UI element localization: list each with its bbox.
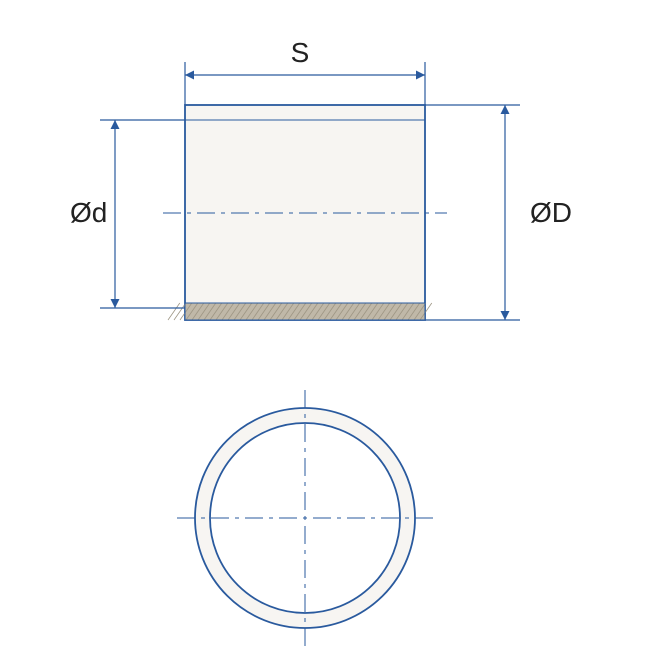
label-D: ØD (530, 197, 572, 228)
label-s: S (291, 37, 310, 68)
side-view (163, 105, 447, 320)
label-d: Ød (70, 197, 107, 228)
dimension-d (100, 120, 185, 308)
dimension-s (185, 62, 425, 105)
end-view (177, 390, 433, 646)
section-hatch (168, 303, 432, 320)
